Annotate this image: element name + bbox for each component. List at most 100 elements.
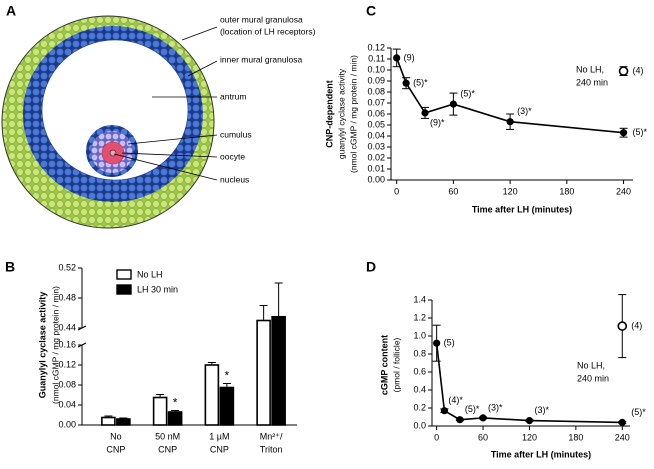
x-tick-label: 120 xyxy=(522,432,537,442)
y-tick-label: 0.05 xyxy=(367,119,385,129)
y-tick-label: 0.08 xyxy=(367,86,385,96)
y-tick-label: 0.02 xyxy=(367,152,385,162)
bar xyxy=(116,418,131,426)
x-tick-label: CNP xyxy=(106,444,125,454)
x-axis-label: Time after LH (minutes) xyxy=(491,449,591,459)
data-point xyxy=(479,414,487,422)
diagram-label: inner mural granulosa xyxy=(220,54,302,64)
x-tick-label: 180 xyxy=(568,432,583,442)
y-tick-label: 0.08 xyxy=(58,379,76,389)
y-tick-label: 0.03 xyxy=(367,141,385,151)
point-label: (5) xyxy=(444,338,455,348)
diagram-label: antrum xyxy=(220,91,246,101)
leader-line xyxy=(113,153,218,181)
y-tick-label: 0.8 xyxy=(413,348,426,358)
x-tick-label: Triton xyxy=(260,444,283,454)
control-label: No LH, xyxy=(576,64,604,74)
point-label: (4) xyxy=(633,65,644,75)
diagram-label: oocyte xyxy=(220,151,245,161)
point-label: (4) xyxy=(631,320,642,330)
point-label: (9)* xyxy=(430,117,445,127)
data-point xyxy=(402,79,410,87)
panel-letter: A xyxy=(6,3,16,19)
significance-mark: * xyxy=(173,396,178,410)
control-label: No LH, xyxy=(577,360,605,370)
y-axis-label: Guanylyl cyclase activity xyxy=(37,292,47,399)
x-tick-label: 1 µM xyxy=(209,431,229,441)
significance-mark: * xyxy=(225,369,230,383)
leader-line xyxy=(181,26,218,41)
series-line xyxy=(435,343,623,424)
data-point xyxy=(421,109,429,117)
data-point xyxy=(440,407,448,415)
diagram-label: cumulus xyxy=(220,129,252,139)
diagram-label: (location of LH receptors) xyxy=(220,26,316,36)
follicle-diagram: A outer mural granulosa (location of LH … xyxy=(1,3,316,229)
bar xyxy=(271,315,286,426)
bar xyxy=(204,364,220,426)
y-tick-label: 0.00 xyxy=(367,174,385,184)
point-label: (3)* xyxy=(534,405,549,415)
y-tick-label: 0.00 xyxy=(58,419,76,429)
y-axis-label: cGMP content xyxy=(379,335,389,395)
data-point xyxy=(449,100,457,108)
y-tick-label: 0.10 xyxy=(367,64,385,74)
y-tick-label: 0.12 xyxy=(367,42,385,52)
x-tick-label: CNP xyxy=(210,444,229,454)
y-tick-label: 0.12 xyxy=(58,359,76,369)
x-tick-label: Mn²⁺/ xyxy=(260,431,283,441)
point-label: (3)* xyxy=(517,106,532,116)
point-label: (5)* xyxy=(460,88,475,98)
y-tick-label: 0.0 xyxy=(413,420,426,430)
data-point xyxy=(618,418,626,426)
y-tick-label: 0.52 xyxy=(58,262,76,272)
y-tick-label: 1.0 xyxy=(413,330,426,340)
y-tick-label: 0.2 xyxy=(413,402,426,412)
point-label: (5)* xyxy=(631,407,646,417)
antrum xyxy=(41,39,189,181)
y-tick-label: 0.09 xyxy=(367,75,385,85)
x-axis-label: Time after LH (minutes) xyxy=(472,204,572,214)
x-tick-label: 60 xyxy=(478,432,488,442)
y-axis-label: CNP-dependent xyxy=(324,80,334,148)
point-label: (5)* xyxy=(413,78,428,88)
leader-line xyxy=(121,152,218,158)
bar xyxy=(167,411,183,426)
x-tick-label: CNP xyxy=(158,444,177,454)
data-point xyxy=(393,54,401,62)
panel-letter: D xyxy=(366,259,376,275)
nucleus xyxy=(109,149,117,157)
y-axis-label: (nmol cGMP / mg protein / min) xyxy=(50,286,60,404)
legend-swatch xyxy=(116,284,132,295)
point-label: (9) xyxy=(404,52,415,62)
diagram-label: nucleus xyxy=(220,174,249,184)
y-tick-label: 0.07 xyxy=(367,97,385,107)
control-label: 240 min xyxy=(576,77,608,87)
diagram-label: outer mural granulosa xyxy=(220,14,303,24)
data-point xyxy=(506,118,514,126)
y-tick-label: 0.4 xyxy=(413,384,426,394)
y-tick-label: 0.11 xyxy=(368,53,385,63)
x-tick-label: 180 xyxy=(559,186,574,196)
data-point xyxy=(433,339,441,347)
data-point xyxy=(456,416,464,424)
leader-line xyxy=(127,134,218,145)
y-tick-label: 0.06 xyxy=(367,108,385,118)
point-label: (5)* xyxy=(465,404,480,414)
bar xyxy=(256,319,271,426)
y-axis-label: (nmol cGMP / mg protein / min) xyxy=(348,55,358,173)
y-tick-label: 0.6 xyxy=(413,366,426,376)
y-tick-label: 0.44 xyxy=(58,322,76,332)
legend-label: No LH xyxy=(137,269,163,279)
point-label: (4)* xyxy=(448,395,463,405)
y-tick-label: 0.01 xyxy=(367,163,385,173)
x-tick-label: 60 xyxy=(448,186,458,196)
y-tick-label: 0.48 xyxy=(58,292,76,302)
panel-letter: C xyxy=(366,3,376,19)
control-label: 240 min xyxy=(577,373,609,383)
y-tick-label: 0.16 xyxy=(58,339,76,349)
x-tick-label: No xyxy=(110,431,122,441)
point-label: (3)* xyxy=(488,402,503,412)
